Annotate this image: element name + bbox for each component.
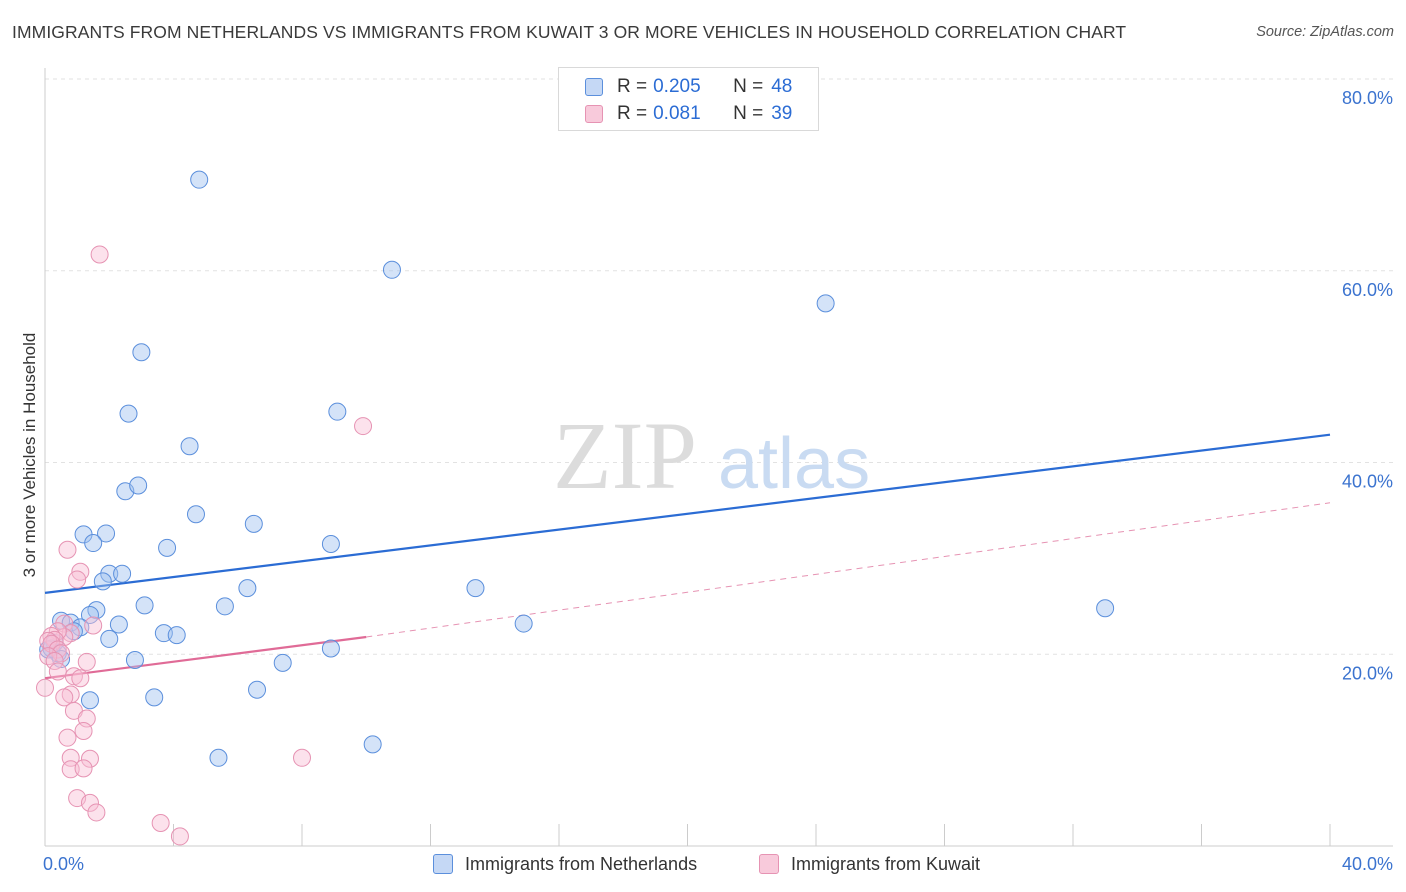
trend-lines (44, 433, 1331, 680)
netherlands-point (514, 614, 533, 633)
kuwait-trend-line (44, 635, 367, 680)
data-points (36, 170, 1115, 846)
netherlands-point (321, 639, 340, 658)
netherlands-point (93, 572, 112, 591)
kuwait-point (36, 678, 54, 697)
kuwait-point (58, 728, 77, 747)
series-legend-kuwait: Immigrants from Kuwait (759, 851, 980, 877)
netherlands-point (80, 605, 99, 624)
kuwait-point (80, 793, 99, 812)
netherlands-point (321, 534, 340, 553)
kuwait-point (151, 813, 170, 832)
netherlands-point (215, 597, 234, 616)
correlation-legend: R = 0.205 N = 48 R = 0.081 N = 39 (558, 67, 819, 131)
netherlands-point (64, 622, 83, 641)
netherlands-point (190, 170, 209, 189)
kuwait-point (45, 651, 64, 670)
kuwait-point (55, 614, 74, 633)
netherlands-point (125, 651, 144, 670)
kuwait-point (90, 245, 109, 264)
kuwait-trend-extension (366, 502, 1331, 638)
netherlands-point (816, 294, 835, 313)
netherlands-point (109, 615, 128, 634)
x-tick-label-max: 40.0% (1342, 854, 1393, 874)
kuwait-point (71, 669, 90, 688)
netherlands-point (167, 626, 186, 645)
kuwait-point (48, 662, 67, 681)
netherlands-swatch (585, 78, 603, 96)
chart-title: IMMIGRANTS FROM NETHERLANDS VS IMMIGRANT… (12, 22, 1127, 42)
kuwait-point (84, 616, 103, 635)
netherlands-n-value: 48 (771, 76, 793, 97)
y-tick-label: 20.0% (1342, 663, 1393, 683)
netherlands-point (466, 579, 485, 598)
kuwait-point (74, 721, 93, 740)
netherlands-point (129, 476, 148, 495)
watermark-atlas: atlas (718, 424, 870, 504)
netherlands-point (180, 437, 199, 456)
y-axis-title: 3 or more Vehicles in Household (20, 332, 39, 578)
r-label: R = (617, 76, 648, 97)
netherlands-point (382, 260, 401, 279)
netherlands-point (135, 596, 154, 615)
netherlands-trend-line (44, 433, 1331, 594)
legend-row-kuwait: R = 0.081 N = 39 (585, 102, 792, 126)
kuwait-r-value: 0.081 (653, 103, 701, 124)
kuwait-point (293, 748, 311, 767)
netherlands-point (244, 514, 263, 533)
kuwait-swatch (585, 105, 603, 123)
kuwait-point (77, 652, 96, 671)
netherlands-point (186, 505, 205, 524)
netherlands-legend-swatch (433, 854, 453, 874)
netherlands-point (238, 579, 257, 598)
netherlands-point (363, 735, 382, 754)
kuwait-point (74, 759, 93, 778)
kuwait-point (68, 570, 87, 589)
kuwait-point (61, 760, 80, 779)
watermark: ZIP atlas (553, 402, 870, 509)
kuwait-point (170, 827, 189, 846)
netherlands-point (158, 538, 177, 557)
netherlands-point (80, 691, 99, 710)
netherlands-point (100, 564, 119, 583)
kuwait-legend-label: Immigrants from Kuwait (791, 853, 981, 874)
kuwait-point (58, 540, 77, 559)
netherlands-point (113, 564, 132, 583)
y-tick-label: 40.0% (1342, 472, 1393, 492)
netherlands-point (328, 402, 347, 421)
netherlands-point (132, 343, 151, 362)
kuwait-point (80, 749, 99, 768)
source-label: Source: ZipAtlas.com (1256, 24, 1394, 40)
n-label: N = (733, 103, 764, 124)
netherlands-point (97, 524, 116, 543)
netherlands-point (84, 534, 103, 553)
watermark-zip: ZIP (553, 402, 697, 509)
kuwait-point (354, 417, 373, 436)
netherlands-point (248, 680, 267, 699)
x-tick-label-min: 0.0% (43, 854, 84, 874)
kuwait-point (55, 688, 74, 707)
y-tick-label: 60.0% (1342, 280, 1393, 300)
netherlands-point (1096, 599, 1115, 618)
tick-labels: 20.0% 40.0% 60.0% 80.0% 0.0% 40.0% (43, 88, 1393, 874)
kuwait-legend-swatch (759, 854, 779, 874)
netherlands-point (273, 653, 292, 672)
kuwait-point (87, 803, 106, 822)
netherlands-point (100, 629, 119, 648)
kuwait-n-value: 39 (771, 103, 793, 124)
kuwait-point (64, 667, 83, 686)
netherlands-r-value: 0.205 (653, 76, 701, 97)
n-label: N = (733, 76, 764, 97)
netherlands-point (119, 404, 138, 423)
series-legend-netherlands: Immigrants from Netherlands (433, 851, 697, 877)
netherlands-point (209, 748, 228, 767)
netherlands-legend-label: Immigrants from Netherlands (465, 853, 698, 874)
y-tick-label: 80.0% (1342, 88, 1393, 108)
netherlands-point (145, 688, 164, 707)
r-label: R = (617, 103, 648, 124)
legend-row-netherlands: R = 0.205 N = 48 (585, 75, 792, 99)
